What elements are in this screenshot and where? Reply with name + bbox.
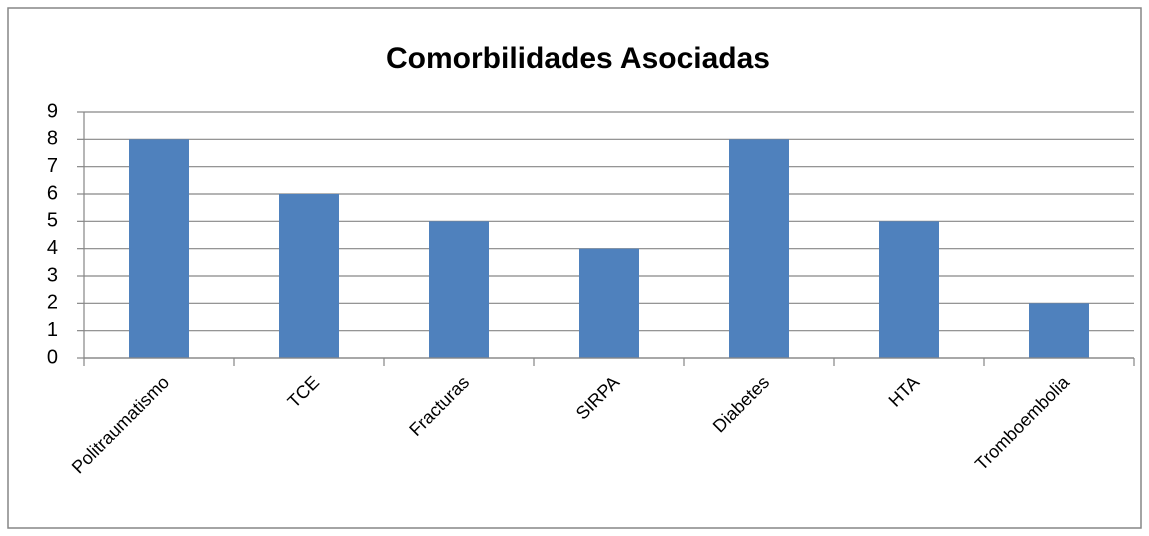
y-tick-label: 0 (47, 346, 58, 368)
bar (279, 194, 339, 358)
y-tick-label: 1 (47, 319, 58, 341)
chart-border (7, 7, 1142, 529)
bar (429, 221, 489, 358)
y-tick-label: 3 (47, 264, 58, 286)
bar (879, 221, 939, 358)
bar (579, 248, 639, 358)
bar (129, 139, 189, 358)
y-tick-label: 9 (47, 100, 58, 122)
y-tick-label: 6 (47, 182, 58, 204)
y-tick-label: 8 (47, 128, 58, 150)
bar (729, 139, 789, 358)
chart-title: Comorbilidades Asociadas (386, 42, 770, 75)
y-tick-label: 7 (47, 155, 58, 177)
y-tick-label: 2 (47, 292, 58, 314)
bar (1029, 303, 1089, 358)
y-tick-label: 5 (47, 210, 58, 232)
y-tick-label: 4 (47, 237, 58, 259)
